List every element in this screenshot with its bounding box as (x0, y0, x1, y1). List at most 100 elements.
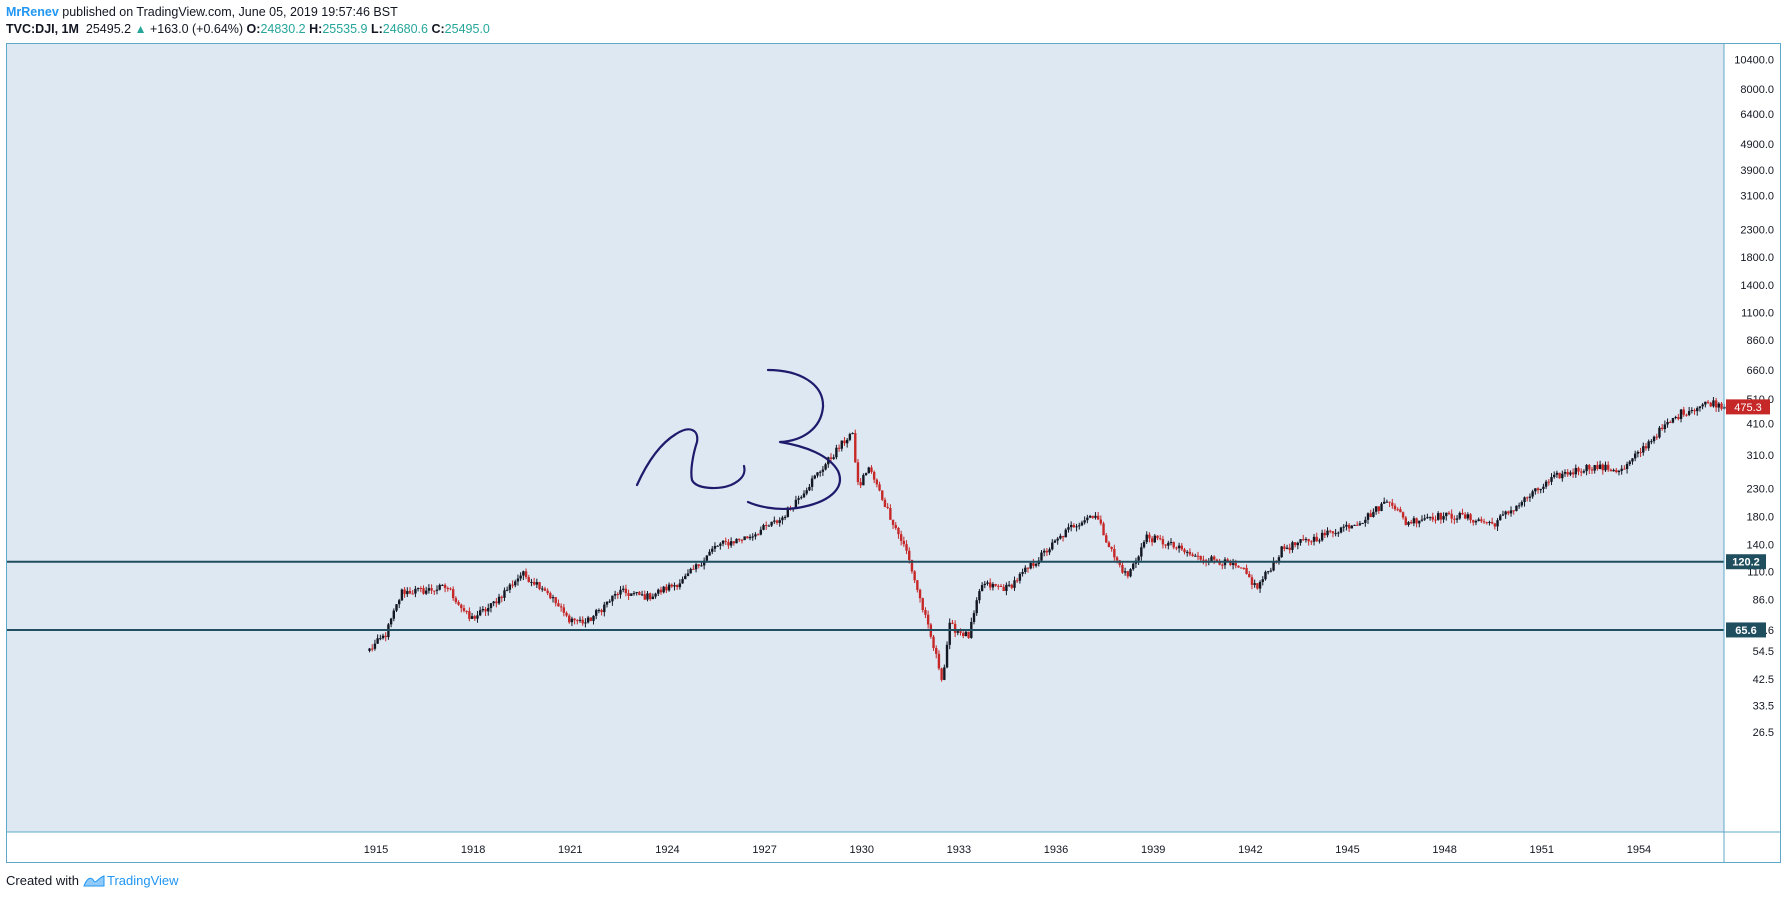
candle (1520, 500, 1524, 508)
candle (1615, 467, 1618, 474)
candle-body (519, 575, 522, 579)
candle (427, 584, 431, 594)
candle (570, 616, 574, 627)
candle-body (1660, 427, 1664, 430)
candle (1426, 513, 1429, 519)
candle (948, 618, 951, 650)
candle-body (379, 638, 382, 640)
candle-body (424, 590, 428, 594)
x-tick-label: 1954 (1627, 844, 1651, 856)
candle-body (1277, 557, 1281, 562)
candle (643, 590, 646, 601)
candle-body (422, 588, 425, 594)
close-value: 25495.0 (444, 22, 490, 36)
candle (729, 537, 733, 548)
candle-body (524, 571, 528, 578)
up-triangle-icon: ▲ (134, 22, 147, 36)
time-axis[interactable]: 1915 1918 1921 1924 1927 1930 1933 1936 1939 1942… (364, 844, 1651, 856)
y-tick-label: 86.0 (1753, 594, 1774, 606)
candle-body (1666, 422, 1669, 425)
candle-body (1380, 503, 1383, 511)
candle-body (1113, 548, 1116, 558)
candle-body (586, 617, 590, 623)
candle (713, 542, 717, 553)
candle-body (794, 499, 798, 508)
candle (1078, 522, 1081, 530)
candle (802, 490, 806, 499)
candle-body (1671, 418, 1675, 423)
candle (783, 515, 787, 521)
candle (765, 521, 768, 530)
candle-body (1472, 520, 1475, 523)
candle-body (721, 540, 725, 544)
candle (627, 589, 630, 601)
candle (1706, 400, 1710, 405)
candle-body (1339, 527, 1343, 533)
candle-body (705, 555, 709, 561)
plot-area[interactable] (6, 43, 1724, 832)
candle (756, 533, 760, 536)
candle-body (438, 584, 441, 590)
candle (775, 519, 779, 525)
candle-body (1544, 481, 1548, 487)
candle (867, 466, 870, 474)
tradingview-link[interactable]: TradingView (83, 873, 179, 889)
candle (1388, 501, 1391, 508)
candle (1086, 514, 1089, 524)
candle-body (1010, 584, 1013, 588)
candle (532, 577, 536, 586)
candle (1593, 464, 1596, 474)
candle-body (1051, 542, 1054, 550)
horizontal-lines-group[interactable] (6, 560, 1724, 631)
candle-body (1172, 541, 1175, 548)
candle (1145, 531, 1148, 544)
candle-body (1542, 486, 1545, 489)
candle (1032, 558, 1035, 569)
candle-body (600, 609, 603, 613)
candle-body (754, 534, 757, 537)
candle (864, 472, 868, 476)
candle (808, 483, 811, 492)
candle-body (886, 506, 889, 509)
handwritten-23-drawing[interactable] (635, 368, 841, 510)
candle-body (1115, 557, 1119, 561)
candle-body (635, 592, 638, 594)
candle (1272, 557, 1275, 572)
candle-body (522, 571, 525, 576)
candle-body (1553, 474, 1556, 478)
candle (889, 504, 892, 520)
candle-body (711, 548, 714, 552)
candle-body (627, 593, 630, 596)
price-chart[interactable]: 10400.0 8000.0 6400.0 4900.0 3900.0 3100.0 230… (6, 43, 1781, 863)
candle-body (1426, 517, 1429, 519)
candle-body (1159, 538, 1162, 540)
candle-body (1431, 516, 1434, 520)
candle-body (859, 482, 862, 486)
candle-body (470, 616, 474, 619)
candle (376, 634, 379, 644)
candle-body (767, 525, 771, 527)
candle (1358, 520, 1362, 526)
candle-body (624, 588, 628, 594)
candle-body (702, 560, 706, 566)
candle (1277, 555, 1281, 565)
author-link[interactable]: MrRenev (6, 5, 59, 19)
candle (1461, 508, 1464, 515)
candle (505, 586, 509, 592)
x-tick-label: 1945 (1335, 844, 1359, 856)
candle (1385, 499, 1389, 503)
candle (843, 436, 846, 446)
candle-body (786, 507, 790, 517)
candle-body (1366, 513, 1370, 520)
candle-body (492, 601, 495, 604)
candle-body (1383, 501, 1386, 504)
candle (851, 432, 854, 435)
candle (1404, 515, 1407, 526)
candle (675, 584, 679, 590)
candle-body (389, 618, 393, 625)
x-tick-label: 1939 (1141, 844, 1165, 856)
candle-body (1291, 542, 1294, 550)
candle (689, 567, 692, 574)
candle-body (457, 602, 460, 605)
candle (743, 536, 746, 541)
